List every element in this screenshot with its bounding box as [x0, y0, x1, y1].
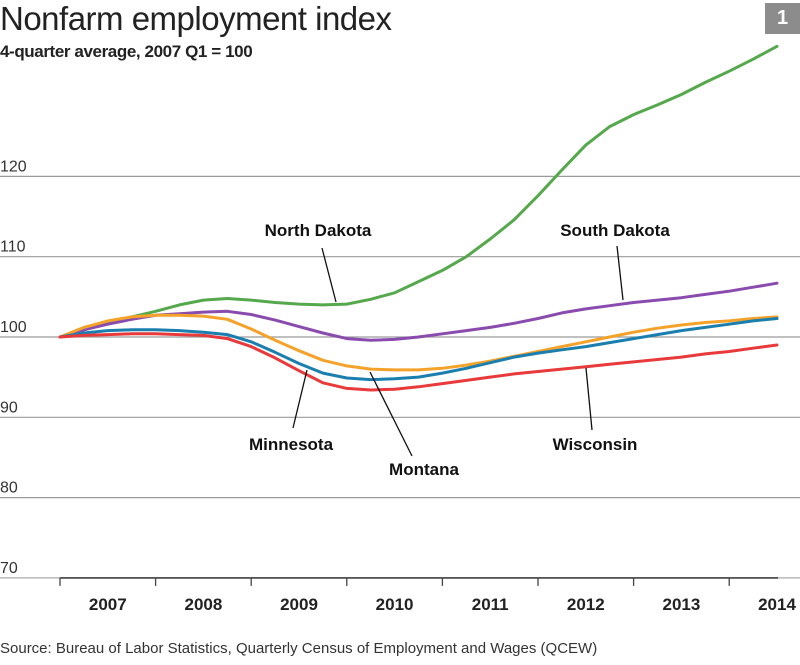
series-label-wisconsin: Wisconsin: [553, 435, 638, 454]
x-tick-label: 2007: [89, 595, 127, 614]
series-line-north-dakota: [58, 44, 779, 339]
x-tick-label: 2013: [662, 595, 700, 614]
leader-line-minnesota: [292, 369, 308, 429]
series-line-south-dakota: [58, 281, 779, 342]
series-label-montana: Montana: [389, 460, 459, 479]
y-tick-label: 70: [0, 560, 18, 577]
series-label-south-dakota: South Dakota: [560, 221, 670, 240]
figure-number-badge: 1: [765, 3, 800, 34]
source-note: Source: Bureau of Labor Statistics, Quar…: [0, 640, 598, 657]
x-tick-label: 2014: [758, 595, 796, 614]
leader-line-montana: [369, 371, 413, 457]
leader-line-south-dakota: [616, 245, 624, 301]
series-line-minnesota: [58, 317, 779, 382]
chart-title: Nonfarm employment index: [0, 0, 392, 37]
y-tick-label: 80: [0, 480, 18, 497]
leader-line-wisconsin: [585, 367, 593, 431]
y-tick-label: 120: [0, 158, 27, 175]
series-label-minnesota: Minnesota: [249, 435, 334, 454]
series-label-north-dakota: North Dakota: [265, 221, 372, 240]
leader-line-north-dakota: [321, 247, 337, 303]
x-tick-label: 2011: [472, 595, 509, 614]
y-tick-label: 90: [0, 399, 18, 416]
y-tick-label: 110: [0, 239, 26, 256]
x-tick-label: 2008: [184, 595, 222, 614]
x-tick-label: 2009: [280, 595, 318, 614]
x-tick-label: 2012: [567, 595, 605, 614]
series-line-wisconsin: [58, 332, 779, 392]
x-tick-label: 2010: [376, 595, 414, 614]
chart-subtitle: 4-quarter average, 2007 Q1 = 100: [0, 42, 253, 61]
line-chart: 70 80 90 100 110 120 2007 2008 2009 2010 2011 2012 2…: [0, 44, 800, 614]
series-line-montana: [58, 313, 779, 372]
y-tick-label: 100: [0, 319, 27, 336]
